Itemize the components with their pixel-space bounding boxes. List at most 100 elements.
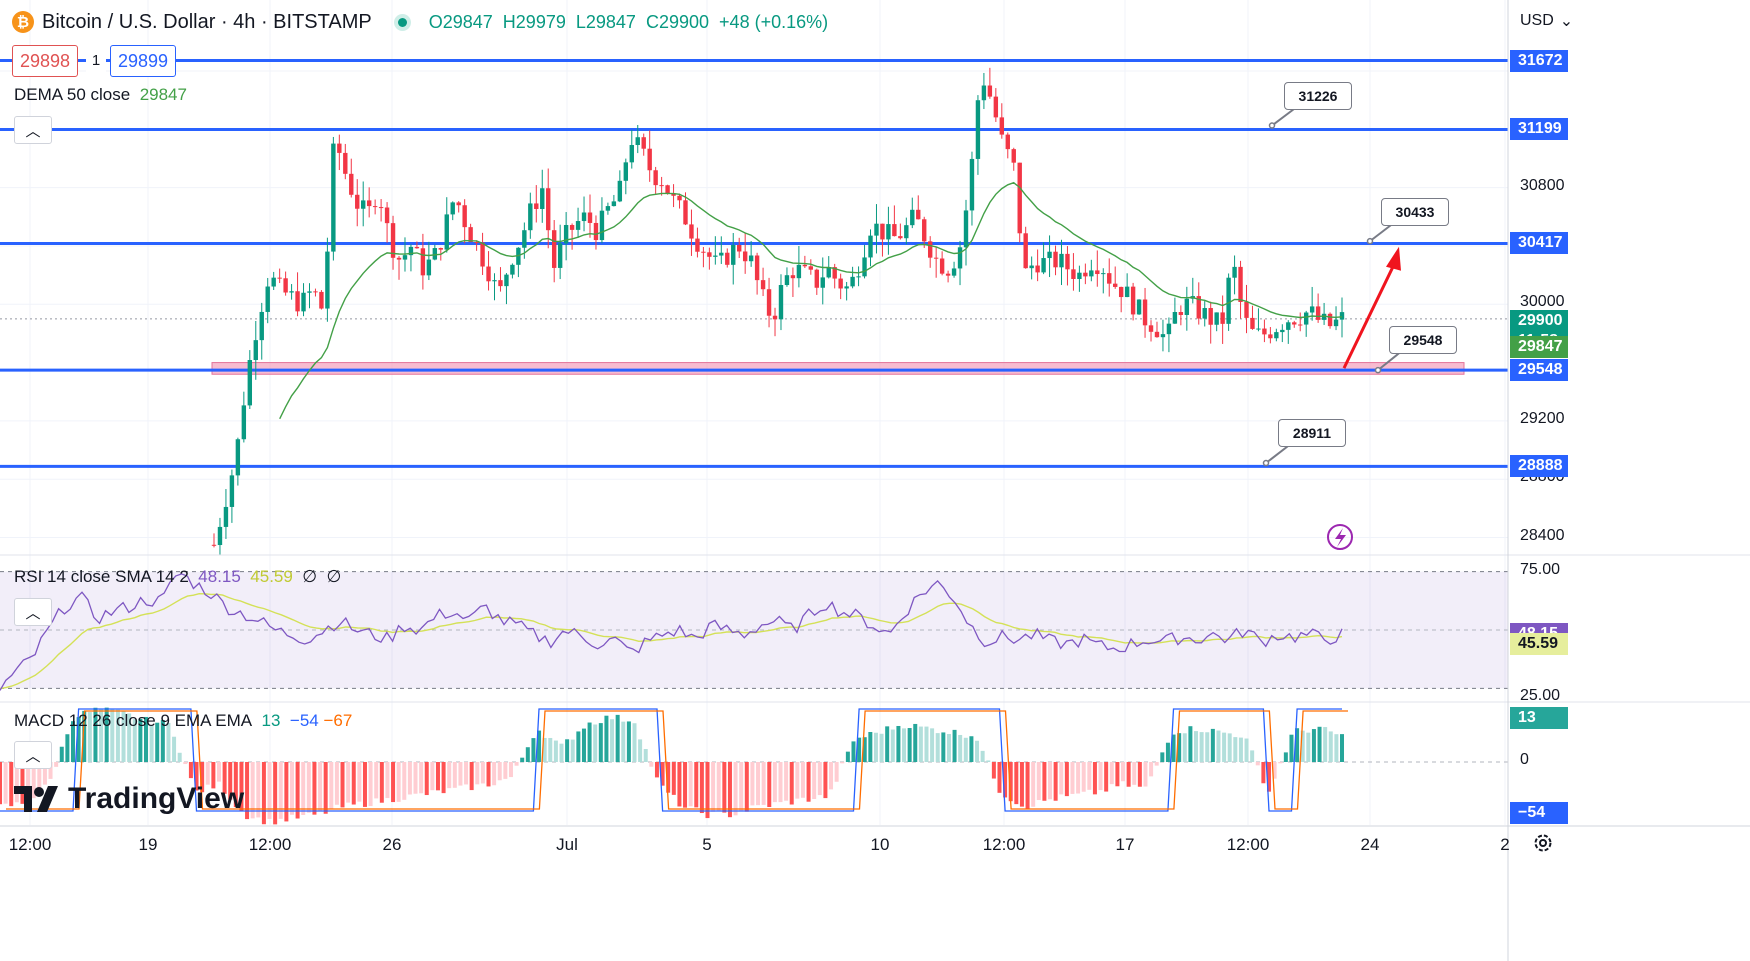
macd-histogram-bar [334,762,339,805]
macd-histogram-bar [59,746,64,762]
candle-body [1041,258,1046,273]
macd-histogram-bar [1289,734,1294,762]
macd-histogram-bar [643,749,648,762]
settings-gear-icon[interactable] [1532,832,1554,854]
candle-body [1298,324,1303,326]
candle-body [665,185,670,194]
macd-histogram-bar [1008,762,1013,802]
macd-histogram-bar [654,762,659,778]
candle-body [361,200,366,209]
price-tick: 30800 [1520,176,1565,194]
macd-histogram-bar [946,733,951,762]
price-note[interactable]: 31226 [1284,82,1352,110]
candle-body [426,259,432,276]
collapse-rsi-button[interactable]: ︿ [14,598,52,626]
price-note[interactable]: 29548 [1389,326,1457,354]
time-tick: 17 [1115,835,1135,854]
macd-histogram-bar [351,762,356,805]
buy-button[interactable]: 29899 [110,45,176,77]
macd-histogram-bar [486,762,491,787]
macd-hist-label: 13 [1510,707,1568,729]
candle-body [1130,286,1136,315]
bitcoin-icon: ₿ [12,11,34,33]
macd-histogram-bar [160,720,165,762]
rsi-extra-1: ∅ [302,567,318,586]
candle-body [378,207,384,209]
sell-button[interactable]: 29898 [12,45,78,77]
candle-body [611,201,617,207]
candle-body [707,252,712,257]
macd-histogram-bar [1165,742,1170,762]
macd-histogram-bar [424,762,429,796]
macd-histogram-bar [99,709,104,762]
collapse-macd-button[interactable]: ︿ [14,741,52,769]
price-levels[interactable] [0,59,1508,468]
macd-histogram-bar [155,722,160,762]
macd-histogram-bar [166,722,171,762]
macd-histogram-bar [0,762,2,805]
macd-histogram-bar [621,721,626,762]
candle-body [1238,266,1243,302]
candle-body [1220,312,1225,324]
macd-histogram-bar [104,707,109,762]
price-note[interactable]: 28911 [1278,419,1346,447]
macd-histogram-bar [458,762,463,786]
candle-body [927,241,933,258]
macd-histogram-bar [525,747,530,762]
candle-body [540,188,545,209]
dema-price-label: 29847 [1510,335,1568,358]
macd-histogram-bar [581,728,586,762]
candle-body [504,274,509,287]
macd-histogram-bar [205,762,210,785]
macd-histogram-bar [683,762,688,808]
collapse-legend-button[interactable]: ︿ [14,116,52,144]
lightning-icon[interactable] [1327,524,1353,550]
macd-histogram-bar [975,740,980,762]
macd-histogram-bar [1222,732,1227,762]
macd-histogram-bar [1300,730,1305,762]
candle-body [456,202,461,206]
candle-body [492,280,497,282]
rsi-sma-value-label: 45.59 [1510,633,1568,656]
dema-legend[interactable]: DEMA 50 close 29847 [14,85,187,105]
candle-body [832,267,837,279]
tradingview-logo[interactable]: TradingView [14,782,244,816]
candle-body [1047,251,1052,259]
chevron-up-icon: ︿ [25,604,41,622]
macd-histogram-bar [177,752,182,762]
macd-histogram-bar [834,762,839,782]
candle-body [253,340,258,361]
macd-histogram-bar [256,762,261,818]
currency-selector[interactable]: USD ⌄ [1514,6,1750,36]
rsi-sma-value: 45.59 [250,567,293,586]
macd-histogram-bar [452,762,457,788]
candle-body [856,276,861,278]
macd-histogram-bar [750,762,755,806]
arrow-shaft [1342,266,1395,369]
rsi-legend[interactable]: RSI 14 close SMA 14 2 48.15 45.59 ∅ ∅ [14,567,341,587]
candle-body [731,245,736,265]
symbol-header[interactable]: ₿ Bitcoin / U.S. Dollar · 4h · BITSTAMP … [12,8,828,36]
macd-histogram-bar [464,762,469,785]
macd-histogram-bar [149,725,154,762]
macd-histogram-bar [660,762,665,786]
macd-histogram-bar [278,762,283,819]
macd-histogram-bar [110,709,115,762]
macd-histogram-bar [862,737,867,762]
macd-histogram-bar [778,762,783,803]
macd-histogram-bar [1210,728,1215,762]
macd-line [0,708,1342,812]
candle-body [748,255,754,262]
price-note[interactable]: 30433 [1381,198,1449,226]
candle-body [229,475,235,507]
time-tick: 26 [382,835,402,854]
macd-histogram-bar [1182,733,1187,762]
macd-legend[interactable]: MACD 12 26 close 9 EMA EMA 13 −54 −67 [14,711,352,731]
symbol-title[interactable]: Bitcoin / U.S. Dollar · 4h · BITSTAMP [42,10,372,33]
macd-histogram-bar [1121,762,1126,782]
support-zone [211,362,1465,375]
ohlc-change: +48 (+0.16%) [719,11,829,32]
macd-histogram-bar [733,762,738,816]
